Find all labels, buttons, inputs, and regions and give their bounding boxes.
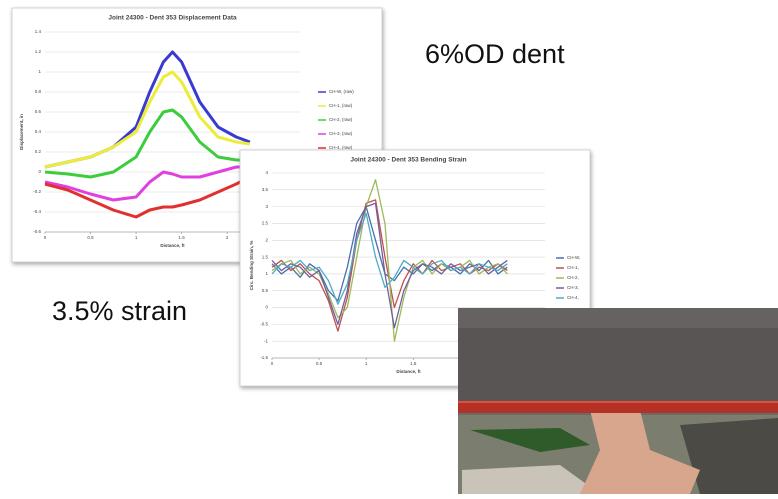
y-tick-label: -1	[264, 338, 268, 343]
y-tick-label: 0.8	[35, 89, 42, 94]
y-axis-title: Displacement, in	[19, 114, 24, 150]
x-tick-label: 1.5	[178, 235, 185, 240]
legend-label: CH-W, (raw)	[329, 89, 354, 94]
series-line	[44, 108, 250, 179]
y-tick-label: 2.5	[262, 221, 269, 226]
x-tick-label: 2	[226, 235, 229, 240]
y-tick-label: 1.4	[35, 29, 42, 34]
x-tick-label: 0.5	[87, 235, 94, 240]
dent-annotation: 6%OD dent	[425, 39, 565, 69]
x-tick-label: 1	[365, 361, 368, 366]
x-tick-label: 0.5	[316, 361, 323, 366]
photo-grass	[470, 428, 590, 452]
chart: Joint 24300 - Dent 353 Displacement Data…	[11, 7, 383, 263]
y-tick-label: -0.6	[33, 229, 41, 234]
strain-annotation: 3.5% strain	[52, 296, 187, 326]
series-line	[271, 212, 508, 305]
x-tick-label: 1.5	[410, 361, 417, 366]
y-tick-label: -1.5	[260, 355, 268, 360]
legend-label: CH-1,	[567, 265, 579, 270]
x-tick-label: 1	[135, 235, 138, 240]
dent-photo	[458, 308, 778, 494]
series-line	[44, 175, 251, 219]
y-tick-label: 3.5	[262, 187, 269, 192]
y-tick-label: -0.4	[33, 209, 41, 214]
y-tick-label: 4	[265, 170, 268, 175]
photo-bar-edge	[458, 401, 778, 403]
y-tick-label: -0.5	[260, 322, 268, 327]
y-tick-label: 3	[265, 204, 268, 209]
y-tick-label: 0.2	[35, 149, 42, 154]
legend-label: CH-4,	[567, 295, 579, 300]
y-tick-label: 0.6	[35, 109, 42, 114]
series-line	[44, 70, 251, 169]
legend-label: CH-3,	[567, 285, 579, 290]
series-line	[271, 202, 508, 329]
y-tick-label: 1.5	[262, 254, 269, 259]
y-tick-label: 0	[265, 305, 268, 310]
photo-fabric-top	[458, 308, 778, 328]
photo-paper	[462, 465, 600, 494]
legend-label: CH-3, (raw)	[329, 131, 353, 136]
x-axis-title: Distance, ft	[160, 243, 185, 248]
x-axis-title: Distance, ft	[396, 369, 421, 374]
y-tick-label: 2	[265, 237, 268, 242]
y-tick-label: 1.2	[35, 49, 42, 54]
y-tick-label: -0.2	[33, 189, 41, 194]
chart-title: Joint 24300 - Dent 353 Displacement Data	[108, 15, 237, 22]
photo-hand	[580, 410, 700, 494]
x-tick-label: 0	[271, 361, 274, 366]
y-tick-label: 0.4	[35, 129, 42, 134]
chart-title: Joint 24300 - Dent 353 Bending Strain	[350, 157, 466, 164]
y-tick-label: 0.5	[262, 288, 269, 293]
y-tick-label: 0	[38, 169, 41, 174]
legend-label: CH-W,	[567, 255, 580, 260]
legend-label: CH-4, (raw)	[329, 145, 353, 150]
y-tick-label: 1	[265, 271, 268, 276]
legend-label: CH-1, (raw)	[329, 103, 353, 108]
photo-red-bar	[458, 403, 778, 413]
series-line	[44, 165, 250, 202]
y-axis-title: Circ. Bending Strain, %	[249, 241, 254, 291]
legend-label: CH-2,	[567, 275, 579, 280]
y-tick-label: 1	[38, 69, 41, 74]
legend-label: CH-2, (raw)	[329, 117, 353, 122]
photo-rocks	[680, 418, 778, 494]
x-tick-label: 0	[44, 235, 47, 240]
